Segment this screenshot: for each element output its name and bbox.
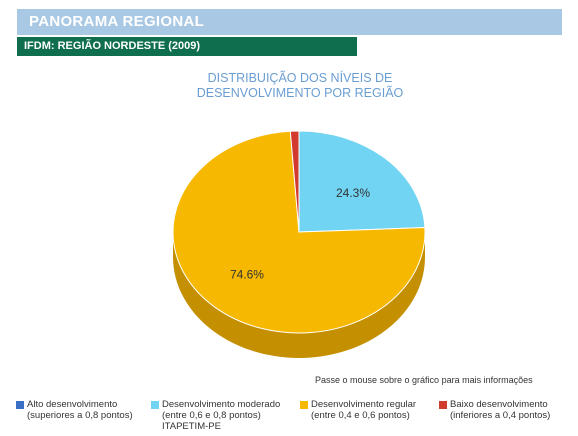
- pie-label-2: 74.6%: [230, 267, 264, 281]
- pie-slice-2: [172, 130, 426, 334]
- legend-range-alto: (superiores a 0,8 pontos): [27, 410, 133, 421]
- legend-label-regular: Desenvolvimento regular: [311, 399, 417, 410]
- pie-side-2: [173, 232, 425, 358]
- chart-title-line-2: DESENVOLVIMENTO POR REGIÃO: [196, 86, 404, 100]
- legend-range-baixo: (inferiores a 0,4 pontos): [450, 410, 551, 421]
- chart-title-line-1: DISTRIBUIÇÃO DOS NÍVEIS DE: [207, 71, 393, 85]
- legend-item-alto[interactable]: Alto desenvolvimento (superiores a 0,8 p…: [16, 399, 133, 421]
- pie-side: [173, 232, 425, 358]
- pie-top: [172, 130, 426, 334]
- legend-item-moderado[interactable]: Desenvolvimento moderado (entre 0,6 e 0,…: [151, 399, 280, 421]
- city-name: ITAPETIM-PE: [162, 421, 221, 432]
- page-title: PANORAMA REGIONAL: [29, 13, 205, 30]
- pie-label-1: 24.3%: [336, 186, 370, 200]
- legend-label-moderado: Desenvolvimento moderado: [162, 399, 281, 410]
- legend-swatch-moderado: [151, 401, 159, 409]
- legend-swatch-alto: [16, 401, 24, 409]
- legend-item-regular[interactable]: Desenvolvimento regular (entre 0,4 e 0,6…: [300, 399, 416, 421]
- hover-hint: Passe o mouse sobre o gráfico para mais …: [315, 375, 533, 385]
- legend-item-baixo[interactable]: Baixo desenvolvimento (inferiores a 0,4 …: [439, 399, 550, 421]
- subheader-bar: IFDM: REGIÃO NORDESTE (2009): [17, 37, 357, 56]
- subheader-title: IFDM: REGIÃO NORDESTE (2009): [24, 40, 201, 52]
- pie-slice-3: [289, 130, 300, 233]
- legend-range-moderado: (entre 0,6 e 0,8 pontos): [162, 410, 261, 421]
- legend-label-baixo: Baixo desenvolvimento: [450, 399, 548, 410]
- header-bar: PANORAMA REGIONAL: [17, 9, 562, 35]
- legend-swatch-baixo: [439, 401, 447, 409]
- pie-slice-1: [298, 130, 426, 233]
- legend-swatch-regular: [300, 401, 308, 409]
- legend-range-regular: (entre 0,4 e 0,6 pontos): [311, 410, 410, 421]
- chart-title: DISTRIBUIÇÃO DOS NÍVEIS DE DESENVOLVIMEN…: [160, 71, 440, 101]
- legend-label-alto: Alto desenvolvimento: [27, 399, 118, 410]
